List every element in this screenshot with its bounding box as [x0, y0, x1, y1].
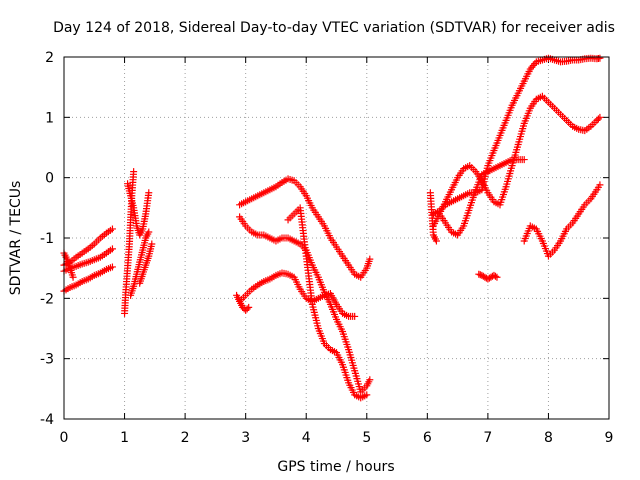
data-point	[493, 273, 501, 281]
series-arc1d	[60, 249, 77, 281]
data-point	[69, 273, 77, 281]
x-tick-label: 0	[60, 430, 69, 446]
series-arc3e	[233, 291, 253, 314]
y-tick-label: -4	[40, 412, 54, 428]
y-tick-label: 0	[45, 171, 54, 187]
series-arc4f	[426, 189, 440, 245]
y-tick-label: -2	[40, 291, 54, 307]
series-arc3d	[284, 204, 371, 402]
data-point	[108, 263, 116, 271]
series-arc3c	[236, 269, 359, 320]
data-point	[594, 115, 602, 123]
data-point	[239, 303, 247, 311]
series-arc4c	[435, 156, 528, 239]
x-tick-label: 8	[544, 430, 553, 446]
y-tick-label: -3	[40, 352, 54, 368]
y-tick-labels: -4 -3 -2 -1 0 1 2	[40, 50, 54, 428]
data-point	[351, 312, 359, 320]
data-point	[108, 225, 116, 233]
series-arc1b	[60, 245, 116, 275]
series-arc2b	[124, 180, 153, 239]
data-point	[130, 168, 138, 176]
series-arc4b	[429, 92, 604, 230]
x-tick-label: 4	[302, 430, 311, 446]
series-arc4e	[520, 181, 604, 260]
data-point	[593, 116, 601, 124]
data-point	[145, 189, 153, 197]
x-tick-label: 2	[181, 430, 190, 446]
y-tick-label: 2	[45, 50, 54, 66]
data-point	[596, 113, 604, 121]
data-point	[596, 181, 604, 189]
x-tick-labels: 0 1 2 3 4 5 6 7 8 9	[60, 430, 614, 446]
series-arc3a	[236, 175, 374, 281]
chart-title: Day 124 of 2018, Sidereal Day-to-day VTE…	[53, 20, 615, 36]
data-point	[145, 228, 153, 236]
series-arc2d	[136, 240, 156, 287]
x-tick-label: 1	[120, 430, 129, 446]
plot-frame	[63, 56, 610, 420]
y-tick-label: 1	[45, 110, 54, 126]
data-point	[475, 270, 483, 278]
data-point	[243, 305, 251, 313]
x-tick-label: 7	[483, 430, 492, 446]
x-tick-label: 5	[362, 430, 371, 446]
data-point	[366, 376, 374, 384]
x-tick-label: 9	[605, 430, 614, 446]
data-point	[108, 245, 116, 253]
data-point	[491, 272, 499, 280]
x-tick-label: 6	[423, 430, 432, 446]
y-axis-label: SDTVAR / TECUs	[8, 181, 24, 296]
data-point	[596, 54, 604, 62]
data-point	[363, 391, 371, 399]
data-point	[245, 303, 253, 311]
series-arc2a	[121, 168, 138, 317]
series-arc4a	[429, 54, 604, 218]
y-tick-label: -1	[40, 231, 54, 247]
data-points	[60, 54, 604, 402]
series-arc4d	[475, 270, 501, 283]
data-point	[366, 255, 374, 263]
data-point	[432, 237, 440, 245]
data-point	[520, 156, 528, 164]
grid	[64, 57, 609, 419]
data-point	[476, 271, 484, 279]
data-point	[148, 240, 156, 248]
data-point	[242, 306, 250, 314]
series-arc3b	[236, 213, 374, 396]
x-axis-label: GPS time / hours	[277, 459, 394, 475]
x-tick-label: 3	[241, 430, 250, 446]
